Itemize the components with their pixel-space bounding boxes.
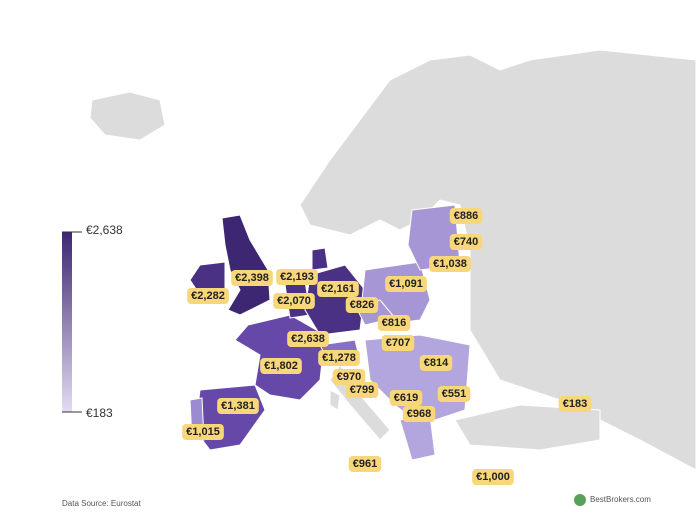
price-text: €1,038 xyxy=(433,258,467,270)
price-label: €1,278 xyxy=(318,350,360,366)
price-bubble xyxy=(437,386,471,402)
source: Data Source: Eurostat xyxy=(62,499,141,508)
price-bubble xyxy=(449,208,483,224)
price-label: €826 xyxy=(345,297,379,313)
price-label: €799 xyxy=(345,382,379,398)
price-label: €1,802 xyxy=(260,358,302,374)
price-bubble xyxy=(317,281,359,297)
price-bubble xyxy=(345,297,379,313)
price-label: €1,038 xyxy=(429,256,471,272)
denmark xyxy=(311,247,329,271)
price-label: €619 xyxy=(389,390,423,406)
uk xyxy=(221,214,271,316)
price-bubble xyxy=(276,269,318,285)
price-text: €970 xyxy=(337,371,361,383)
price-bubble xyxy=(187,288,229,304)
price-label: €2,193 xyxy=(276,269,318,285)
price-label: €1,015 xyxy=(182,424,224,440)
price-bubble xyxy=(381,335,415,351)
price-text: €2,193 xyxy=(280,271,314,283)
price-label: €970 xyxy=(332,369,366,385)
price-label: €816 xyxy=(377,315,411,331)
price-label: €1,091 xyxy=(385,276,427,292)
price-bubble xyxy=(385,276,427,292)
price-text: €886 xyxy=(454,210,478,222)
price-label: €2,282 xyxy=(187,288,229,304)
price-bubble xyxy=(182,424,224,440)
price-text: €619 xyxy=(394,392,418,404)
price-text: €2,070 xyxy=(277,295,311,307)
price-text: €1,381 xyxy=(221,400,255,412)
price-text: €1,278 xyxy=(322,352,356,364)
price-text: €961 xyxy=(353,458,377,470)
legend-max: €2,638 xyxy=(86,223,123,237)
price-bubble xyxy=(345,382,379,398)
spain xyxy=(194,384,266,451)
price-label: €961 xyxy=(348,456,382,472)
price-text: €1,802 xyxy=(264,360,298,372)
price-text: €740 xyxy=(454,236,478,248)
price-bubble xyxy=(472,469,514,485)
price-bubble xyxy=(429,256,471,272)
price-bubble xyxy=(217,398,259,414)
brand: BestBrokers.com xyxy=(590,495,651,504)
price-text: €551 xyxy=(442,388,466,400)
price-bubble xyxy=(419,355,453,371)
price-label: €1,381 xyxy=(217,398,259,414)
price-label: €707 xyxy=(381,335,415,351)
price-bubble xyxy=(558,396,592,412)
price-text: €826 xyxy=(350,299,374,311)
price-label: €2,398 xyxy=(231,270,273,286)
price-bubble xyxy=(318,350,360,366)
legend-min: €183 xyxy=(86,406,113,420)
price-labels: €886 €740 €1,038 €1,091 €2,398 €2,193 €2,282 €2… xyxy=(182,208,592,485)
price-label: €551 xyxy=(437,386,471,402)
price-text: €2,398 xyxy=(235,272,269,284)
landmass xyxy=(89,49,696,471)
price-bubble xyxy=(377,315,411,331)
price-label: €814 xyxy=(419,355,453,371)
price-label: €886 xyxy=(449,208,483,224)
price-text: €816 xyxy=(382,317,406,329)
price-label: €968 xyxy=(402,406,436,422)
price-label: €183 xyxy=(558,396,592,412)
price-bubble xyxy=(287,331,329,347)
price-bubble xyxy=(389,390,423,406)
price-text: €183 xyxy=(563,398,587,410)
price-text: €707 xyxy=(386,337,410,349)
price-label: €740 xyxy=(449,234,483,250)
price-label: €2,161 xyxy=(317,281,359,297)
price-text: €1,000 xyxy=(476,471,510,483)
brand-logo xyxy=(574,494,586,506)
price-bubble xyxy=(449,234,483,250)
price-label: €2,638 xyxy=(287,331,329,347)
price-text: €968 xyxy=(407,408,431,420)
price-label: €1,000 xyxy=(472,469,514,485)
legend-gradient xyxy=(62,232,72,412)
price-text: €799 xyxy=(350,384,374,396)
price-bubble xyxy=(231,270,273,286)
price-label: €2,070 xyxy=(273,293,315,309)
price-text: €2,638 xyxy=(291,333,325,345)
price-text: €2,282 xyxy=(191,290,225,302)
price-bubble xyxy=(332,369,366,385)
price-bubble xyxy=(402,406,436,422)
price-bubble xyxy=(273,293,315,309)
price-bubble xyxy=(260,358,302,374)
price-text: €814 xyxy=(424,357,449,369)
price-text: €2,161 xyxy=(321,283,355,295)
price-text: €1,091 xyxy=(389,278,423,290)
price-text: €1,015 xyxy=(186,426,220,438)
price-bubble xyxy=(348,456,382,472)
